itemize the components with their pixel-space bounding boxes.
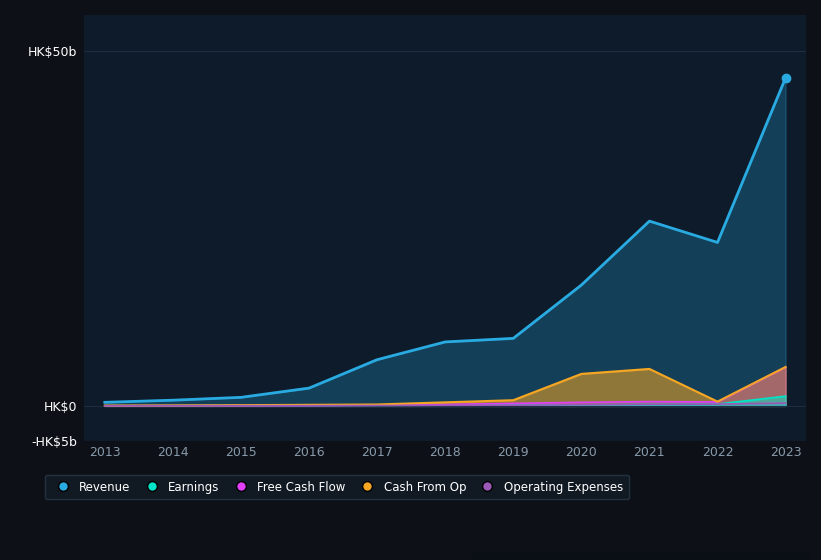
Legend: Revenue, Earnings, Free Cash Flow, Cash From Op, Operating Expenses: Revenue, Earnings, Free Cash Flow, Cash …: [45, 475, 629, 500]
